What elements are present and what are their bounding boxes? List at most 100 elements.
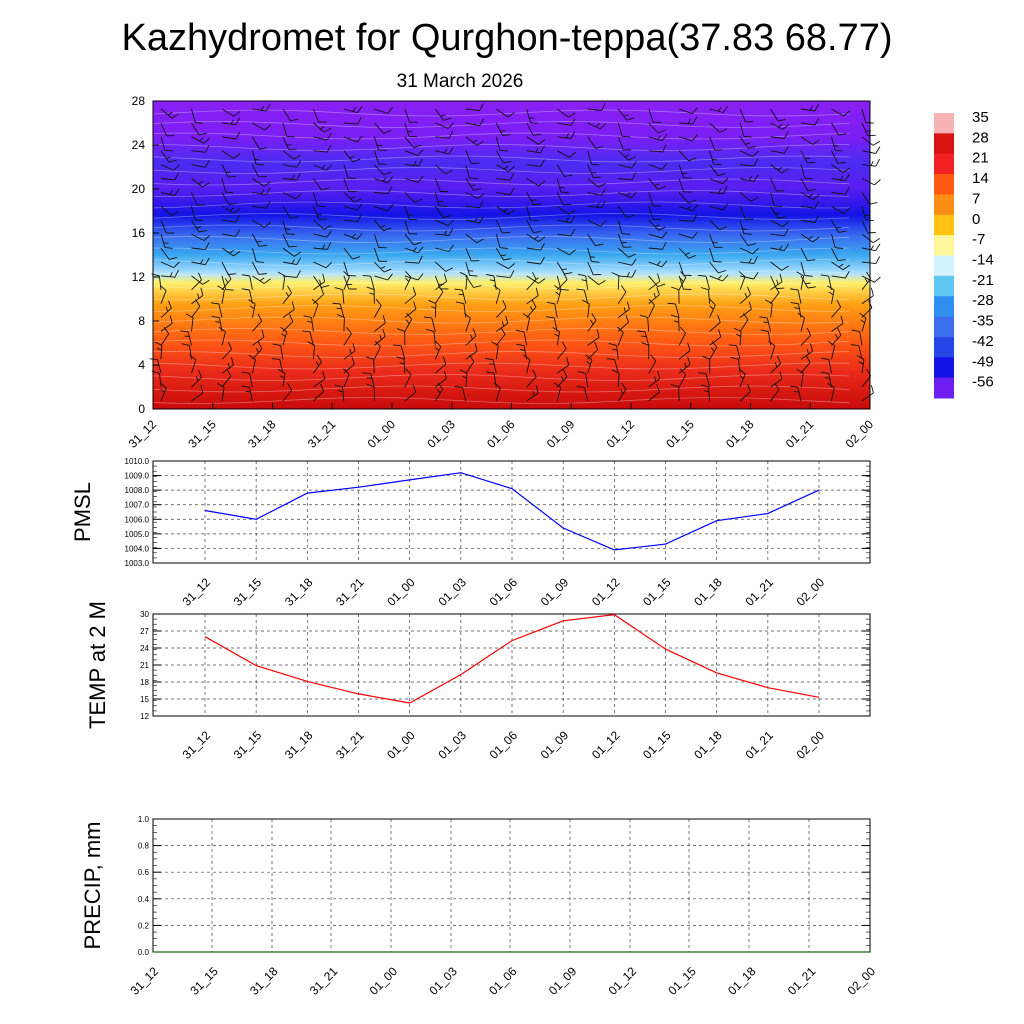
wind-barb [373, 164, 392, 176]
wind-barb [587, 247, 600, 263]
wind-barb [831, 327, 842, 346]
x-tick-label: 01_21 [742, 575, 776, 609]
wind-barb [709, 122, 728, 133]
wind-barb [639, 314, 650, 332]
wind-barb [191, 369, 203, 388]
wind-barb [739, 108, 754, 123]
wind-barb [221, 192, 237, 206]
wind-barb [373, 261, 392, 273]
horizontal-gridlines [153, 460, 870, 564]
wind-barb [435, 273, 448, 291]
wind-barb [495, 150, 512, 164]
wind-barb [800, 275, 816, 289]
wind-barb [678, 326, 686, 346]
wind-barb [648, 384, 660, 402]
wind-barb [648, 370, 661, 388]
x-tick-label: 01_00 [367, 964, 401, 998]
wind-barb [831, 186, 850, 195]
wind-barb [526, 136, 546, 145]
wind-barb [678, 107, 698, 115]
wind-barb [271, 358, 284, 374]
wind-barb [526, 287, 539, 305]
wind-barb [252, 136, 268, 150]
wind-barb [434, 340, 442, 360]
wind-barb [648, 178, 666, 190]
wind-barb [404, 158, 423, 167]
x-tick-label: 01_06 [487, 728, 521, 762]
wind-barb [160, 136, 173, 152]
wind-barb [522, 313, 531, 332]
wind-barb [667, 302, 680, 318]
wind-barb [455, 301, 467, 318]
wind-barb [160, 326, 170, 346]
wind-barb [861, 256, 880, 265]
wind-barb [587, 200, 606, 209]
wind-barb [831, 108, 851, 117]
wind-barb [362, 372, 375, 388]
x-tick-label: 01_03 [424, 417, 458, 451]
wind-barb [373, 150, 387, 165]
wind-barb [641, 341, 650, 360]
wind-barb [374, 186, 393, 195]
wind-barb [343, 275, 357, 290]
x-tick-label: 31_15 [231, 575, 265, 609]
temp-panel: 12 15 18 21 24 27 30 31_12 31_15 31_18 31_21 01_00 0… [85, 601, 871, 762]
wind-barb [282, 136, 297, 151]
wind-barb [587, 122, 607, 130]
contour-line [152, 201, 850, 209]
wind-barb [587, 136, 604, 149]
wind-barb [496, 187, 515, 196]
colorbar-label: 35 [972, 109, 989, 126]
x-tick-label: 01_06 [484, 417, 518, 451]
wind-barb [191, 242, 210, 251]
wind-barb [770, 382, 780, 402]
y-tick-label: 1007.0 [125, 501, 150, 510]
wind-barb [343, 178, 357, 193]
wind-barb [678, 261, 692, 276]
wind-barb [587, 313, 597, 332]
wind-barb [617, 382, 627, 402]
wind-barb [332, 302, 345, 318]
wind-barb [556, 150, 576, 158]
y-tick-label: 0 [138, 402, 145, 416]
wind-barb [611, 272, 620, 290]
wind-barb [496, 108, 515, 118]
wind-barb [217, 382, 225, 402]
wind-barb [191, 206, 204, 222]
wind-barb [434, 206, 452, 219]
wind-barb [738, 368, 746, 388]
wind-barb [160, 172, 179, 181]
x-tick-label: 31_15 [187, 964, 221, 998]
wind-barb [526, 159, 545, 168]
wind-barb [434, 178, 449, 192]
x-tick-label: 01_09 [546, 964, 580, 998]
wind-barb [770, 355, 782, 374]
wind-barb [515, 329, 528, 346]
wind-barb [587, 275, 606, 285]
wind-barb [311, 298, 319, 318]
wind-barb [343, 150, 361, 163]
wind-barb [739, 192, 759, 202]
wind-barb [648, 206, 662, 221]
cross-section-panel: 0 4 8 12 16 20 24 28 31_12 31_15 31_18 31_21 01_00 0… [126, 94, 881, 451]
wind-barbs [149, 103, 881, 402]
x-tick-label: 31_18 [245, 417, 279, 451]
wind-barb [252, 329, 265, 346]
wind-barb [404, 273, 424, 281]
wind-barb [617, 220, 631, 235]
wind-barb [770, 219, 790, 228]
wind-barb [221, 164, 237, 178]
wind-barb [678, 271, 687, 291]
x-tick-label: 31_12 [180, 728, 214, 762]
wind-barb [374, 176, 394, 184]
wind-barb [313, 178, 330, 191]
wind-barb [739, 384, 751, 402]
contour-line [152, 397, 850, 404]
wind-barb [739, 206, 754, 220]
contour-line [152, 178, 850, 186]
wind-barb [526, 256, 545, 265]
wind-barb [252, 200, 271, 209]
wind-barb [160, 205, 179, 216]
wind-barb [585, 354, 593, 374]
wind-barb [221, 214, 240, 223]
